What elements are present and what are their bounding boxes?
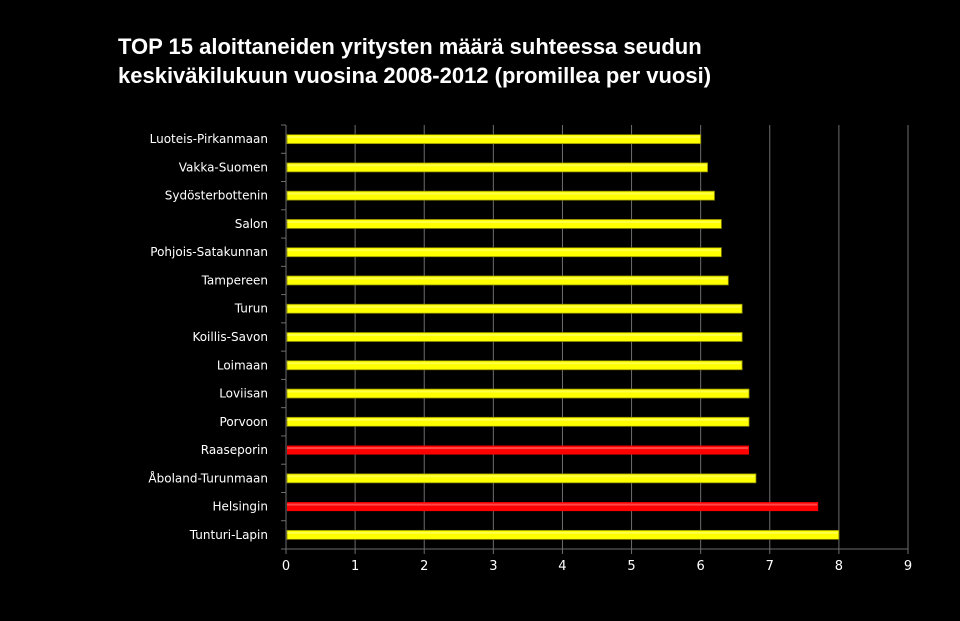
x-tick-label-0: 0: [282, 559, 290, 574]
category-label: Pohjois-Satakunnan: [150, 245, 268, 259]
category-label: Raaseporin: [201, 443, 268, 457]
x-tick-label-6: 6: [697, 559, 705, 574]
bar-gloss: [287, 390, 749, 393]
category-label: Sydösterbottenin: [165, 189, 268, 203]
bar-gloss: [287, 447, 749, 450]
bar-salon: [286, 219, 722, 229]
bar-gloss: [287, 334, 742, 336]
bar-tampereen: [286, 275, 729, 286]
bar-koillis-savon: [286, 332, 743, 342]
category-label: Åboland-Turunmaan: [148, 470, 268, 485]
x-tick-label-8: 8: [835, 559, 843, 574]
bar-turun: [286, 303, 743, 314]
bar-gloss: [287, 305, 742, 308]
bar-gloss: [287, 192, 714, 195]
bar-gloss: [287, 362, 742, 365]
bars: [286, 134, 840, 540]
category-label: Loimaan: [217, 358, 268, 372]
category-label: Helsingin: [213, 500, 269, 514]
bar-porvoon: [286, 416, 750, 427]
x-tick-label-2: 2: [420, 559, 428, 574]
bar-raaseporin: [287, 445, 750, 455]
bar-gloss: [287, 475, 755, 478]
x-tick-label-1: 1: [351, 559, 359, 574]
category-label: Koillis-Savon: [192, 330, 268, 344]
bar-gloss: [287, 249, 721, 252]
x-tick-label-5: 5: [627, 559, 635, 574]
x-tick-labels: 0 1 2 3 4 5 6 7 8 9: [282, 559, 912, 574]
bar-gloss: [287, 503, 818, 506]
category-label: Turun: [234, 302, 268, 316]
bar-helsingin: [287, 502, 819, 512]
bar-pohjois-satakunnan: [286, 247, 722, 258]
bar-gloss: [287, 220, 721, 223]
x-tick-label-3: 3: [489, 559, 497, 574]
x-tick-label-9: 9: [904, 559, 912, 574]
category-label: Tampereen: [201, 273, 268, 287]
bar-luoteis-pirkanmaan: [286, 134, 702, 145]
bar-gloss: [287, 418, 749, 421]
bar-syd-sterbottenin: [286, 190, 715, 201]
bar-loviisan: [286, 388, 750, 399]
category-label: Porvoon: [220, 415, 268, 429]
category-labels: Luoteis-Pirkanmaan Vakka-Suomen Sydösterbo…: [148, 132, 268, 542]
bar-gloss: [287, 136, 700, 139]
bar-vakka-suomen: [286, 162, 708, 173]
bar--boland-turunmaan: [286, 473, 757, 484]
bar-gloss: [287, 277, 728, 280]
bar-gloss: [287, 164, 707, 167]
chart-title-line-1: TOP 15 aloittaneiden yritysten määrä suh…: [118, 34, 702, 59]
bar-tunturi-lapin: [286, 529, 840, 540]
chart-title: TOP 15 aloittaneiden yritysten määrä suh…: [118, 32, 878, 90]
category-label: Tunturi-Lapin: [189, 528, 268, 542]
category-label: Vakka-Suomen: [179, 160, 268, 174]
x-tick-label-4: 4: [558, 559, 566, 574]
x-tick-label-7: 7: [766, 559, 774, 574]
bar-loimaan: [286, 360, 743, 371]
category-label: Luoteis-Pirkanmaan: [150, 132, 268, 146]
axes: [281, 124, 909, 554]
bar-gloss: [287, 531, 838, 534]
chart-title-line-2: keskiväkilukuun vuosina 2008-2012 (promi…: [118, 63, 712, 88]
category-label: Loviisan: [219, 387, 268, 401]
category-label: Salon: [235, 217, 268, 231]
